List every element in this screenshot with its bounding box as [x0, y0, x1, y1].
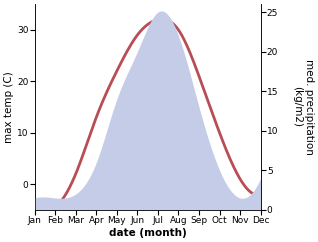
Y-axis label: med. precipitation
(kg/m2): med. precipitation (kg/m2): [292, 59, 314, 155]
Y-axis label: max temp (C): max temp (C): [4, 71, 14, 143]
X-axis label: date (month): date (month): [109, 228, 187, 238]
